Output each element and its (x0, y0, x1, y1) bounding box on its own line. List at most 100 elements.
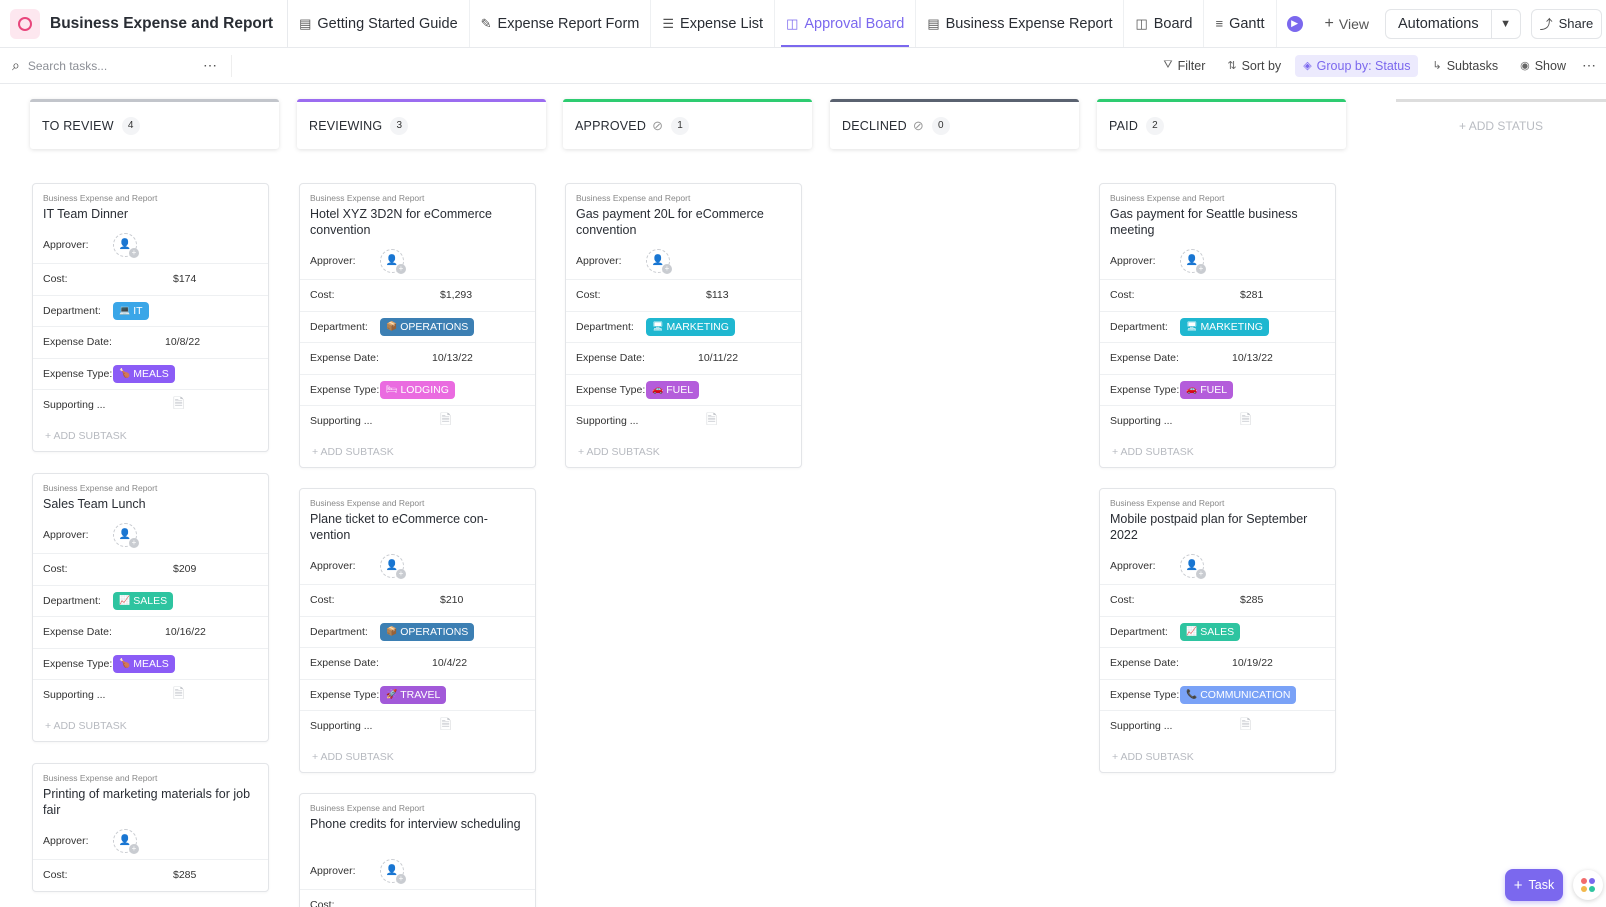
card-title[interactable]: Sales Team Lunch (43, 497, 146, 511)
attachment-icon[interactable]: 🗎 (1240, 716, 1252, 733)
expense-type-badge[interactable]: 🍗 MEALS (113, 364, 175, 383)
attachment-icon[interactable]: 🗎 (706, 411, 718, 428)
add-subtask-button[interactable]: + ADD SUBTASK (312, 445, 394, 458)
task-card[interactable]: Business Expense and Report Gas payment f… (1099, 183, 1336, 468)
add-approver-icon[interactable]: 👤 + (113, 828, 139, 854)
card-title[interactable]: Gas payment for Seattle business meeting (1110, 207, 1298, 237)
task-card[interactable]: Business Expense and Report Mobile postpa… (1099, 488, 1336, 773)
expense-date-value[interactable]: 10/13/22 (1232, 352, 1273, 365)
tab-business-expense-report[interactable]: ▤ Business Expense Report (916, 0, 1125, 47)
subtasks-button[interactable]: ↳ Subtasks (1432, 58, 1499, 73)
add-status-button[interactable]: + ADD STATUS (1396, 99, 1606, 149)
task-card[interactable]: Business Expense and Report Phone credits… (299, 793, 536, 907)
task-card[interactable]: Business Expense and Report Printing of m… (32, 763, 269, 892)
task-card[interactable]: Business Expense and Report IT Team Dinne… (32, 183, 269, 452)
card-title[interactable]: Hotel XYZ 3D2N for eCommerce convention (310, 207, 493, 237)
attachment-icon[interactable]: 🗎 (440, 411, 452, 428)
tab-expense-report-form[interactable]: ✎ Expense Report Form (470, 0, 652, 47)
expense-date-value[interactable]: 10/11/22 (698, 352, 739, 365)
column-header[interactable]: TO REVIEW 4 (30, 99, 279, 149)
share-button[interactable]: ⤴ Share (1530, 8, 1603, 39)
cost-value[interactable]: $285 (1240, 594, 1264, 607)
card-title[interactable]: IT Team Dinner (43, 207, 128, 221)
department-badge[interactable]: 📦 OPERATIONS (380, 622, 475, 641)
column-header[interactable]: DECLINED ⊘ 0 (830, 99, 1079, 149)
expense-date-value[interactable]: 10/4/22 (432, 657, 468, 670)
add-subtask-button[interactable]: + ADD SUBTASK (45, 429, 127, 442)
cost-value[interactable]: $1,293 (440, 289, 473, 302)
expense-type-badge[interactable]: 🍗 MEALS (113, 654, 175, 673)
department-badge[interactable]: 📦 OPERATIONS (380, 317, 475, 336)
department-badge[interactable]: 💻 IT (113, 301, 149, 320)
add-approver-icon[interactable]: 👤 + (380, 248, 406, 274)
department-badge[interactable]: 🖥 MARKETING (1180, 317, 1269, 336)
task-card[interactable]: Business Expense and Report Sales Team Lu… (32, 473, 269, 742)
show-button[interactable]: ◉ Show (1520, 58, 1566, 73)
add-subtask-button[interactable]: + ADD SUBTASK (45, 719, 127, 732)
more-options-icon[interactable]: ⋯ (1582, 57, 1596, 73)
expense-type-badge[interactable]: 🛏 LODGING (380, 380, 455, 399)
attachment-icon[interactable]: 🗎 (1240, 411, 1252, 428)
tab-getting-started-guide[interactable]: ▤ Getting Started Guide (288, 0, 470, 47)
attachment-icon[interactable]: 🗎 (173, 395, 185, 412)
cost-value[interactable]: $285 (173, 869, 197, 882)
add-view-button[interactable]: + View (1324, 14, 1369, 32)
add-subtask-button[interactable]: + ADD SUBTASK (1112, 445, 1194, 458)
column-header[interactable]: APPROVED ⊘ 1 (563, 99, 812, 149)
department-badge[interactable]: 📈 SALES (113, 591, 174, 610)
add-approver-icon[interactable]: 👤 + (113, 232, 139, 258)
add-approver-icon[interactable]: 👤 + (1180, 248, 1206, 274)
tab-approval-board[interactable]: ◫ Approval Board (775, 0, 917, 47)
expense-date-value[interactable]: 10/8/22 (165, 336, 201, 349)
add-subtask-button[interactable]: + ADD SUBTASK (578, 445, 660, 458)
add-approver-icon[interactable]: 👤 + (1180, 553, 1206, 579)
apps-button[interactable] (1573, 870, 1603, 900)
expense-date-value[interactable]: 10/16/22 (165, 626, 206, 639)
add-subtask-button[interactable]: + ADD SUBTASK (312, 750, 394, 763)
sort-button[interactable]: ⇅ Sort by (1227, 58, 1282, 73)
group-by-button[interactable]: ◈ Group by: Status (1295, 54, 1419, 77)
tab-board[interactable]: ◫ Board (1124, 0, 1205, 47)
card-title[interactable]: Plane ticket to eCommerce con-vention (310, 512, 488, 542)
task-card[interactable]: Business Expense and Report Hotel XYZ 3D2… (299, 183, 536, 468)
filter-button[interactable]: ⛛ Filter (1163, 58, 1206, 73)
search-input[interactable]: Search tasks... (27, 58, 108, 73)
automations-button[interactable]: Automations ▼ (1384, 8, 1521, 39)
column-header[interactable]: PAID 2 (1097, 99, 1346, 149)
department-badge[interactable]: 📈 SALES (1180, 622, 1241, 641)
add-approver-icon[interactable]: 👤 + (380, 858, 406, 884)
cost-value[interactable]: $210 (440, 594, 464, 607)
add-approver-icon[interactable]: 👤 + (646, 248, 672, 274)
expense-type-badge[interactable]: 🚀 TRAVEL (380, 685, 447, 704)
card-title[interactable]: Printing of marketing materials for job … (43, 787, 251, 817)
add-approver-icon[interactable]: 👤 + (113, 522, 139, 548)
attachment-icon[interactable]: 🗎 (173, 685, 185, 702)
expense-date-value[interactable]: 10/13/22 (432, 352, 473, 365)
list-header[interactable]: Business Expense and Report (0, 0, 289, 47)
expense-type-badge[interactable]: 🚗 FUEL (646, 380, 700, 399)
cost-value[interactable]: $113 (706, 289, 729, 302)
card-title[interactable]: Phone credits for interview scheduling (310, 817, 521, 831)
more-views-button[interactable]: ▶ (1277, 0, 1313, 47)
add-task-button[interactable]: + Task (1505, 869, 1563, 901)
more-icon[interactable]: ⋯ (203, 57, 217, 73)
add-approver-icon[interactable]: 👤 + (380, 553, 406, 579)
cost-value[interactable]: $174 (173, 273, 197, 286)
expense-type-badge[interactable]: 🚗 FUEL (1180, 380, 1234, 399)
task-card[interactable]: Business Expense and Report Plane ticket … (299, 488, 536, 773)
chevron-down-icon[interactable]: ▼ (1500, 17, 1512, 30)
card-title[interactable]: Mobile postpaid plan for September 2022 (1110, 512, 1308, 542)
expense-date-value[interactable]: 10/19/22 (1232, 657, 1273, 670)
department-badge[interactable]: 🖥 MARKETING (646, 317, 735, 336)
tab-expense-list[interactable]: ☰ Expense List (651, 0, 776, 47)
search-box[interactable]: ⌕ Search tasks... ⋯ (0, 54, 232, 77)
tab-gantt[interactable]: ≡ Gantt (1204, 0, 1277, 47)
card-title[interactable]: Gas payment 20L for eCommerce convention (576, 207, 764, 237)
task-card[interactable]: Business Expense and Report Gas payment 2… (565, 183, 802, 468)
attachment-icon[interactable]: 🗎 (440, 716, 452, 733)
cost-value[interactable]: $209 (173, 563, 197, 576)
cost-value[interactable]: $281 (1240, 289, 1264, 302)
column-header[interactable]: REVIEWING 3 (297, 99, 546, 149)
add-subtask-button[interactable]: + ADD SUBTASK (1112, 750, 1194, 763)
expense-type-badge[interactable]: 📞 COMMUNICATION (1180, 685, 1297, 704)
